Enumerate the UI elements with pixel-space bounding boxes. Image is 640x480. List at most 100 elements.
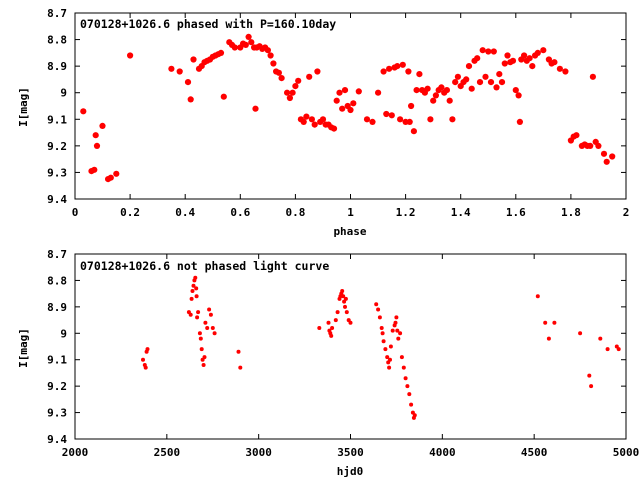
data-point — [317, 326, 322, 330]
data-point — [521, 52, 528, 59]
data-point — [405, 384, 410, 389]
y-tick-label: 9.4 — [47, 433, 67, 446]
x-tick-label: 1.4 — [451, 206, 471, 219]
data-point — [300, 118, 307, 125]
data-point — [326, 320, 331, 325]
y-tick-label: 9.4 — [47, 193, 67, 206]
x-tick-label: 1 — [347, 206, 354, 219]
data-point — [413, 87, 420, 94]
data-point — [479, 47, 486, 54]
data-point — [267, 52, 274, 59]
data-point — [187, 96, 194, 103]
data-point — [379, 326, 384, 330]
data-point — [278, 75, 285, 82]
data-point — [496, 71, 503, 78]
data-point — [341, 294, 346, 299]
data-point — [319, 116, 327, 123]
y-tick-label: 9 — [60, 87, 67, 100]
unphased-axes: 2000 2500 3000 3500 4000 4500 5000 8.7 8.8 8.9 9 9.… — [47, 248, 639, 459]
data-point — [388, 344, 393, 349]
data-point — [344, 310, 349, 315]
data-point — [540, 47, 547, 54]
data-point — [376, 307, 381, 312]
y-tick-label: 8.8 — [47, 274, 67, 287]
data-point — [432, 92, 439, 99]
data-point — [238, 365, 243, 370]
x-tick-label: 0.4 — [175, 206, 195, 219]
data-point — [92, 132, 99, 139]
data-point — [275, 69, 282, 76]
data-point — [443, 87, 450, 94]
data-point — [535, 294, 540, 299]
data-point — [452, 79, 459, 86]
data-point — [377, 315, 382, 320]
x-tick-label: 5000 — [613, 446, 640, 459]
data-point — [616, 347, 621, 352]
data-point — [399, 61, 406, 68]
data-point — [141, 357, 145, 362]
data-point — [339, 105, 346, 112]
data-point — [168, 65, 175, 72]
data-point — [587, 373, 592, 378]
data-point — [380, 68, 387, 75]
data-point — [546, 336, 551, 341]
data-point — [191, 283, 196, 288]
data-point — [194, 294, 199, 299]
data-point — [143, 365, 148, 370]
data-point — [330, 326, 335, 330]
data-point — [482, 73, 489, 80]
data-point — [587, 142, 594, 149]
data-point — [501, 60, 508, 67]
x-tick-label: 4500 — [521, 446, 548, 459]
data-point — [380, 331, 385, 336]
data-point — [600, 150, 608, 157]
data-point — [201, 363, 206, 367]
data-point — [578, 331, 583, 336]
data-point — [197, 331, 202, 336]
data-point — [207, 307, 212, 312]
data-point — [463, 76, 470, 83]
phased-light-curve-panel: 0 0.2 0.4 0.6 0.8 1 1.2 1.4 1.6 1.8 2 8.7 8.8 8.9 9 9.1… — [17, 7, 629, 238]
data-point — [386, 65, 393, 72]
data-point — [369, 118, 376, 125]
data-point — [91, 166, 98, 173]
data-point — [474, 55, 481, 62]
data-point — [406, 118, 413, 125]
data-point — [381, 339, 386, 344]
unphased-light-curve-panel: 2000 2500 3000 3500 4000 4500 5000 8.7 8.8 8.9 9 9.… — [17, 248, 639, 478]
x-tick-label: 2000 — [62, 446, 89, 459]
data-point — [217, 49, 225, 57]
data-point — [589, 73, 597, 80]
data-point — [393, 320, 398, 325]
data-point — [410, 128, 417, 135]
data-point — [394, 63, 401, 70]
data-point — [99, 122, 106, 129]
data-point — [424, 85, 431, 92]
x-tick-label: 4000 — [429, 446, 456, 459]
data-point — [212, 331, 217, 336]
data-point — [408, 102, 415, 110]
y-tick-label: 9.2 — [47, 380, 67, 393]
data-point — [398, 331, 403, 336]
data-point — [504, 52, 511, 59]
data-point — [295, 77, 302, 84]
data-point — [476, 79, 484, 86]
data-point — [446, 97, 453, 104]
data-point — [399, 355, 404, 360]
data-point — [416, 71, 423, 78]
data-point — [388, 112, 395, 119]
data-point — [605, 347, 610, 352]
x-tick-label: 0.8 — [285, 206, 305, 219]
data-point — [145, 347, 150, 352]
plot-frame — [74, 253, 627, 440]
data-point — [552, 320, 557, 325]
data-point — [363, 116, 371, 123]
data-point — [306, 73, 313, 80]
data-point — [487, 79, 495, 86]
data-point — [498, 79, 506, 86]
x-tick-label: 2500 — [154, 446, 181, 459]
data-point — [395, 328, 400, 333]
y-tick-label: 9 — [60, 327, 67, 340]
data-point — [383, 347, 388, 352]
data-point — [284, 89, 291, 96]
